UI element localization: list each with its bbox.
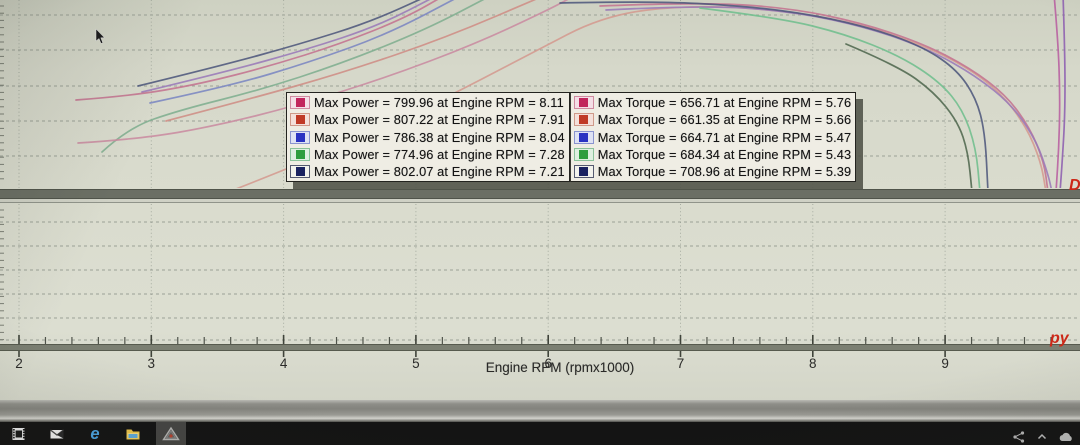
legend-power-row: Max Power = 799.96 at Engine RPM = 8.11 [289,94,565,111]
file-explorer-icon[interactable] [118,422,148,445]
x-tick-label: 3 [148,356,156,371]
logo-fragment: py [1049,330,1070,347]
legend-torque-column: Max Torque = 656.71 at Engine RPM = 5.76… [569,92,857,183]
dyno-trace [699,7,981,188]
taskbar-pinned-icons: e [0,422,194,445]
x-tick-label: 2 [15,356,23,371]
x-tick-label: 6 [544,356,552,371]
legend-torque-row: Max Torque = 661.35 at Engine RPM = 5.66 [573,111,851,128]
dyno-app-icon[interactable] [156,422,186,445]
film-strip-icon[interactable] [4,422,34,445]
legend-power-row: Max Power = 786.38 at Engine RPM = 8.04 [289,129,565,146]
legend-power-row: Max Power = 802.07 at Engine RPM = 7.21 [289,163,565,180]
x-tick-label: 5 [412,356,420,371]
dyno-trace [165,0,537,122]
series-color-chip [295,132,305,142]
legend-power-row: Max Power = 774.96 at Engine RPM = 7.28 [289,146,565,163]
legend-torque-row: Max Torque = 664.71 at Engine RPM = 5.47 [573,129,851,146]
x-tick-label: 7 [677,356,685,371]
series-color-chip [579,167,589,177]
cloud-icon[interactable] [1058,431,1074,443]
legend-power-text: Max Power = 802.07 at Engine RPM = 7.21 [314,164,565,180]
legend-torque-row: Max Torque = 656.71 at Engine RPM = 5.76 [573,94,851,111]
chevron-up-icon[interactable] [1036,431,1048,443]
legend-power-text: Max Power = 786.38 at Engine RPM = 8.04 [314,129,565,145]
series-color-swatch [573,148,594,162]
window-bottom-edge [0,400,1080,422]
series-color-swatch [573,130,594,144]
x-axis-title: Engine RPM (rpmx1000) [485,360,635,375]
legend-power-column: Max Power = 799.96 at Engine RPM = 8.11 M… [286,92,570,183]
dyno-trace [137,0,421,87]
dyno-trace [149,0,455,104]
series-color-swatch [290,96,310,110]
legend-torque-text: Max Torque = 664.71 at Engine RPM = 5.47 [597,129,852,145]
series-color-swatch [573,165,594,179]
series-color-chip [295,115,305,125]
dyno-trace [1053,0,1061,188]
series-color-swatch [290,113,310,127]
mouse-cursor [95,28,106,44]
series-color-chip [579,150,589,160]
dyno-trace [605,6,1052,188]
chart-legend[interactable]: Max Power = 799.96 at Engine RPM = 8.11 M… [286,92,857,183]
dyno-chart-plot[interactable]: 2 3 4 5 6 7 8 9 Dpy [0,0,1080,400]
legend-power-text: Max Power = 799.96 at Engine RPM = 8.11 [314,95,564,111]
mail-icon[interactable] [42,422,72,445]
legend-torque-row: Max Torque = 708.96 at Engine RPM = 5.39 [573,163,851,180]
share-icon[interactable] [1012,430,1026,444]
legend-torque-text: Max Torque = 656.71 at Engine RPM = 5.76 [597,95,852,111]
series-color-chip [295,150,305,160]
series-color-chip [579,98,589,108]
legend-power-row: Max Power = 807.22 at Engine RPM = 7.91 [289,111,565,128]
series-color-swatch [290,165,310,179]
series-color-chip [579,132,589,142]
x-tick-label: 8 [809,356,817,371]
series-color-swatch [290,130,310,144]
legend-power-text: Max Power = 807.22 at Engine RPM = 7.91 [314,112,565,128]
legend-torque-row: Max Torque = 684.34 at Engine RPM = 5.43 [573,146,851,163]
legend-power-text: Max Power = 774.96 at Engine RPM = 7.28 [314,147,565,163]
series-color-swatch [573,96,594,110]
system-tray [1012,422,1074,445]
legend-torque-text: Max Torque = 708.96 at Engine RPM = 5.39 [597,164,852,180]
x-tick-label: 4 [280,356,288,371]
dyno-trace [141,0,431,93]
series-color-chip [579,115,589,125]
dyno-traces [75,0,1066,188]
dyno-trace [75,0,439,101]
dyno-trace [559,1,989,188]
windows-taskbar: e [0,422,1080,445]
series-color-chip [295,98,305,108]
dyno-trace [845,43,973,188]
x-tick-label: 9 [941,356,949,371]
svg-text:e: e [90,425,99,443]
logo-fragment: D [1069,177,1080,194]
series-color-swatch [290,148,310,162]
legend-torque-text: Max Torque = 661.35 at Engine RPM = 5.66 [597,112,852,128]
legend-torque-text: Max Torque = 684.34 at Engine RPM = 5.43 [597,147,852,163]
edge-browser-icon[interactable]: e [80,422,110,445]
series-color-chip [295,167,305,177]
dyno-trace [1059,0,1066,188]
series-color-swatch [573,113,594,127]
dyno-trace [101,0,485,153]
